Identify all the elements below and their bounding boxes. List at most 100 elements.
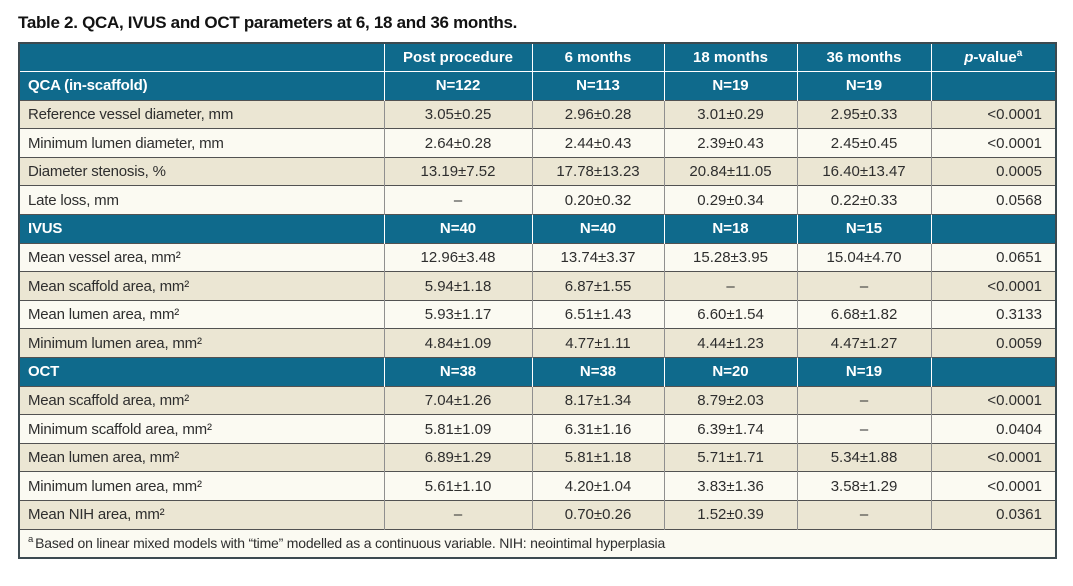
section-count: N=38: [531, 357, 664, 387]
value-cell: –: [796, 414, 931, 444]
value-cell: 4.77±1.11: [531, 328, 664, 358]
value-cell: 5.71±1.71: [663, 442, 797, 472]
value-cell: –: [796, 385, 931, 415]
row-label: Mean scaffold area, mm²: [18, 271, 384, 301]
table-row: Minimum lumen area, mm² 4.84±1.09 4.77±1.1…: [18, 328, 1056, 358]
column-header-p-value: p-valuea: [930, 42, 1056, 72]
row-label: Mean vessel area, mm²: [18, 242, 384, 272]
value-cell: 4.20±1.04: [531, 471, 664, 501]
value-cell: –: [383, 500, 532, 530]
value-cell: 6.31±1.16: [531, 414, 664, 444]
value-cell: 3.01±0.29: [663, 99, 797, 129]
table-row: Late loss, mm –0.20±0.32 0.29±0.34 0.22±0.3…: [18, 185, 1056, 215]
section-count: N=40: [383, 214, 532, 244]
value-cell: 3.58±1.29: [796, 471, 931, 501]
value-cell: 2.44±0.43: [531, 128, 664, 158]
column-header-36-months: 36 months: [796, 42, 931, 72]
table-row: Mean lumen area, mm² 5.93±1.17 6.51±1.43 6.…: [18, 299, 1056, 329]
section-label: IVUS: [18, 214, 384, 244]
section-header-row: IVUS N=40 N=40 N=18 N=15: [18, 214, 1056, 244]
table-row: Mean scaffold area, mm² 7.04±1.26 8.17±1.3…: [18, 385, 1056, 415]
p-value-italic: p: [964, 49, 974, 67]
table-row: Mean vessel area, mm² 12.96±3.48 13.74±3.3…: [18, 242, 1056, 272]
value-cell: 4.84±1.09: [383, 328, 532, 358]
column-header-18-months: 18 months: [663, 42, 797, 72]
value-cell: 13.19±7.52: [383, 156, 532, 186]
value-cell: 13.74±3.37: [531, 242, 664, 272]
value-cell: 8.17±1.34: [531, 385, 664, 415]
section-count: N=40: [531, 214, 664, 244]
section-header-row: OCT N=38 N=38 N=20 N=19: [18, 357, 1056, 387]
section-count: N=19: [796, 71, 931, 101]
section-count: N=19: [796, 357, 931, 387]
table-row: Minimum scaffold area, mm² 5.81±1.09 6.31±…: [18, 414, 1056, 444]
p-value-cell: <0.0001: [930, 128, 1056, 158]
row-label: Reference vessel diameter, mm: [18, 99, 384, 129]
value-cell: 3.05±0.25: [383, 99, 532, 129]
p-value-cell: <0.0001: [930, 99, 1056, 129]
p-value-rest: -value: [973, 49, 1017, 67]
value-cell: 5.61±1.10: [383, 471, 532, 501]
p-value-cell: <0.0001: [930, 385, 1056, 415]
value-cell: 0.20±0.32: [531, 185, 664, 215]
value-cell: 5.81±1.18: [531, 442, 664, 472]
value-cell: 0.29±0.34: [663, 185, 797, 215]
value-cell: 2.95±0.33: [796, 99, 931, 129]
section-header-row: QCA (in-scaffold) N=122 N=113 N=19 N=19: [18, 71, 1056, 101]
section-count: N=122: [383, 71, 532, 101]
table-title: Table 2. QCA, IVUS and OCT parameters at…: [18, 13, 518, 32]
section-count: N=18: [663, 214, 797, 244]
footnote-superscript: a: [28, 534, 34, 546]
table-row: Diameter stenosis, % 13.19±7.52 17.78±13.2…: [18, 156, 1056, 186]
value-cell: –: [796, 271, 931, 301]
value-cell: 5.34±1.88: [796, 442, 931, 472]
p-value-cell: 0.0361: [930, 500, 1056, 530]
column-header-row: Post procedure 6 months 18 months 36 mon…: [18, 42, 1056, 72]
table-row: Minimum lumen diameter, mm 2.64±0.28 2.44±…: [18, 128, 1056, 158]
p-value-cell: 0.0404: [930, 414, 1056, 444]
value-cell: 8.79±2.03: [663, 385, 797, 415]
value-cell: 17.78±13.23: [531, 156, 664, 186]
section-p-value-empty: [930, 214, 1056, 244]
p-value-cell: 0.0005: [930, 156, 1056, 186]
section-count: N=20: [663, 357, 797, 387]
p-value-cell: <0.0001: [930, 271, 1056, 301]
row-label: Late loss, mm: [18, 185, 384, 215]
value-cell: 0.22±0.33: [796, 185, 931, 215]
value-cell: 20.84±11.05: [663, 156, 797, 186]
value-cell: 15.04±4.70: [796, 242, 931, 272]
section-count: N=113: [531, 71, 664, 101]
table-row: Reference vessel diameter, mm 3.05±0.25 2.…: [18, 99, 1056, 129]
row-label: Mean NIH area, mm²: [18, 500, 384, 530]
section-count: N=15: [796, 214, 931, 244]
value-cell: 2.45±0.45: [796, 128, 931, 158]
value-cell: 6.60±1.54: [663, 299, 797, 329]
row-label: Minimum scaffold area, mm²: [18, 414, 384, 444]
row-label: Mean scaffold area, mm²: [18, 385, 384, 415]
value-cell: 12.96±3.48: [383, 242, 532, 272]
p-value-cell: 0.0651: [930, 242, 1056, 272]
section-p-value-empty: [930, 357, 1056, 387]
value-cell: 3.83±1.36: [663, 471, 797, 501]
value-cell: 6.89±1.29: [383, 442, 532, 472]
value-cell: 16.40±13.47: [796, 156, 931, 186]
value-cell: 15.28±3.95: [663, 242, 797, 272]
table-row: Minimum lumen area, mm² 5.61±1.10 4.20±1.0…: [18, 471, 1056, 501]
value-cell: 6.51±1.43: [531, 299, 664, 329]
parameter-column-header: [18, 42, 384, 72]
p-value-cell: 0.0568: [930, 185, 1056, 215]
value-cell: 7.04±1.26: [383, 385, 532, 415]
value-cell: –: [796, 500, 931, 530]
value-cell: 5.93±1.17: [383, 299, 532, 329]
value-cell: 4.44±1.23: [663, 328, 797, 358]
section-count: N=19: [663, 71, 797, 101]
value-cell: 2.39±0.43: [663, 128, 797, 158]
section-label: OCT: [18, 357, 384, 387]
section-count: N=38: [383, 357, 532, 387]
table-row: Mean lumen area, mm² 6.89±1.29 5.81±1.18 5.…: [18, 442, 1056, 472]
section-p-value-empty: [930, 71, 1056, 101]
footnote: a Based on linear mixed models with “time…: [18, 528, 1056, 558]
p-value-cell: 0.3133: [930, 299, 1056, 329]
table-row: Mean NIH area, mm² –0.70±0.26 1.52±0.39–0.…: [18, 500, 1056, 530]
